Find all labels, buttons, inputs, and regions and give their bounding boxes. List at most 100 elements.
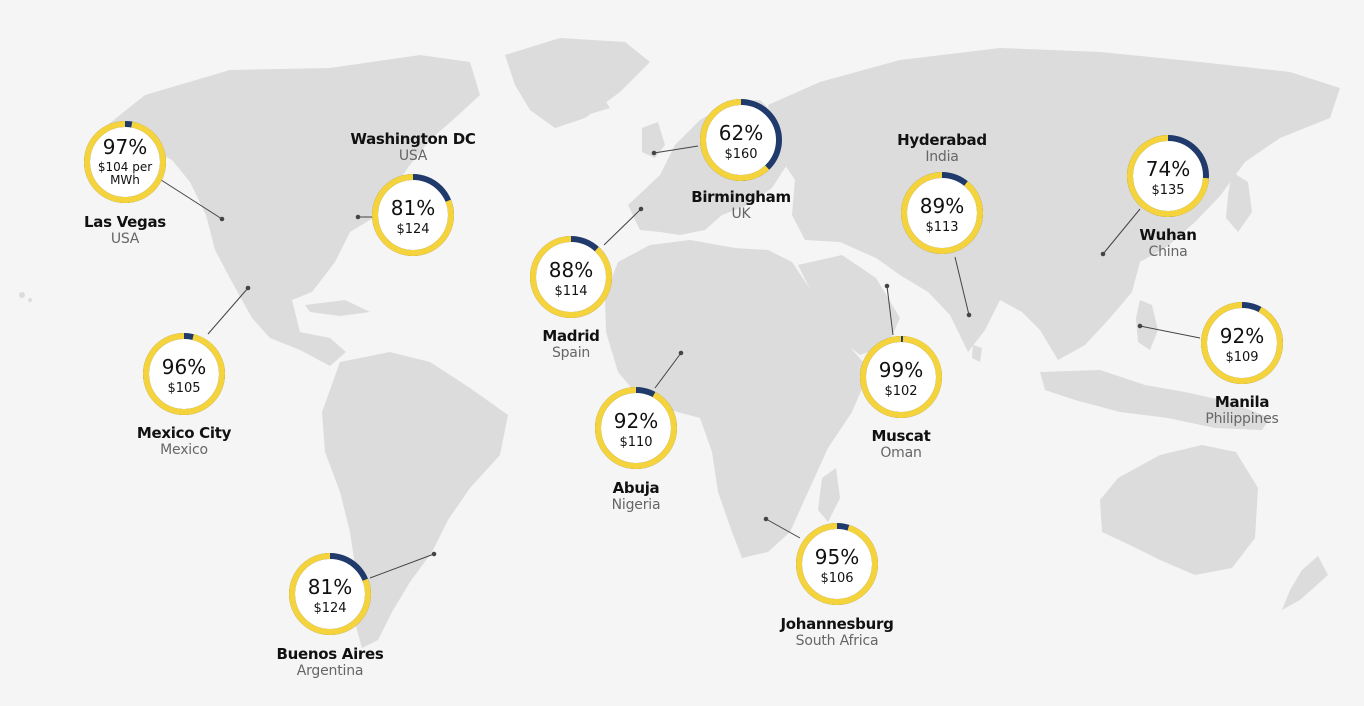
manila-donut: 92% $109: [1201, 302, 1283, 384]
johannesburg-location-dot: [763, 516, 769, 522]
mexico-city-ring-share: [143, 333, 225, 415]
mexico-city-percent: 96%: [162, 355, 206, 379]
mexico-city-donut: 96% $105: [143, 333, 225, 415]
abuja-location-dot: [678, 350, 684, 356]
muscat-label: Muscat Oman: [811, 427, 991, 462]
johannesburg-donut: 95% $106: [796, 523, 878, 605]
manila-ring-share: [1201, 302, 1283, 384]
las-vegas-country-name: USA: [110, 231, 140, 247]
madagascar-landmass: [818, 468, 840, 522]
abuja-label: Abuja Nigeria: [546, 479, 726, 514]
washington-dc-price: $124: [396, 222, 429, 237]
washington-dc-ring-share: [372, 174, 454, 256]
abuja-ring-share: [595, 387, 677, 469]
muscat-city-name: Muscat: [871, 427, 931, 445]
hyderabad-label: Hyderabad India: [852, 131, 1032, 166]
madrid-percent: 88%: [549, 258, 593, 282]
wuhan-price: $135: [1151, 183, 1184, 198]
washington-dc-donut: 81% $124: [372, 174, 454, 256]
mexico-city-city-name: Mexico City: [136, 424, 232, 442]
madrid-city-name: Madrid: [542, 327, 600, 345]
birmingham-location-dot: [651, 150, 657, 156]
indonesia-landmass: [1040, 370, 1270, 430]
abuja-donut: 92% $110: [595, 387, 677, 469]
washington-dc-location-dot: [355, 214, 361, 220]
buenos-aires-donut: 81% $124: [289, 553, 371, 635]
birmingham-price: $160: [724, 147, 757, 162]
birmingham-ring-share: [700, 99, 782, 181]
birmingham-donut: 62% $160: [700, 99, 782, 181]
birmingham-percent: 62%: [719, 121, 763, 145]
las-vegas-percent: 97%: [103, 135, 147, 159]
wuhan-donut: 74% $135: [1127, 135, 1209, 217]
north-america-landmass: [85, 55, 480, 366]
city-rings: 97%$104 per MWh 81% $124 96% $105 81% $124 62% $1…: [84, 99, 1283, 635]
abuja-city-name: Abuja: [612, 479, 660, 497]
mexico-city-country-name: Mexico: [160, 442, 208, 458]
abuja-country-name: Nigeria: [611, 497, 661, 513]
washington-dc-city-name: Washington DC: [350, 130, 476, 148]
buenos-aires-label: Buenos Aires Argentina: [240, 645, 420, 680]
wuhan-city-name: Wuhan: [1139, 226, 1197, 244]
wuhan-country-name: China: [1148, 244, 1188, 260]
wuhan-label: Wuhan China: [1078, 226, 1258, 261]
johannesburg-price: $106: [820, 571, 853, 586]
buenos-aires-connector-line: [369, 553, 435, 579]
manila-city-name: Manila: [1214, 393, 1270, 411]
mexico-city-connector-line: [207, 287, 249, 335]
madrid-label: Madrid Spain: [481, 327, 661, 362]
hyderabad-donut: 89% $113: [901, 172, 983, 254]
madrid-connector-line: [603, 208, 642, 246]
wuhan-location-dot: [1100, 251, 1106, 257]
buenos-aires-percent: 81%: [308, 575, 352, 599]
madrid-country-name: Spain: [551, 345, 591, 361]
hyderabad-price: $113: [925, 220, 958, 235]
manila-location-dot: [1137, 323, 1143, 329]
buenos-aires-price: $124: [313, 601, 346, 616]
birmingham-city-name: Birmingham: [691, 188, 791, 206]
las-vegas-donut: 97%$104 per MWh: [84, 121, 166, 203]
hyderabad-percent: 89%: [920, 194, 964, 218]
greenland-landmass: [505, 38, 650, 128]
muscat-percent: 99%: [879, 358, 923, 382]
muscat-ring-share: [860, 336, 942, 418]
hyderabad-country-name: India: [925, 149, 959, 165]
las-vegas-connector-line: [157, 177, 223, 220]
sri-lanka-landmass: [972, 345, 982, 362]
birmingham-connector-line: [653, 145, 699, 154]
johannesburg-country-name: South Africa: [795, 633, 879, 649]
arabia-landmass: [798, 255, 900, 355]
las-vegas-price: $104 per MWh: [98, 160, 152, 187]
hawaii-landmass: [19, 292, 25, 298]
madrid-ring-share: [530, 236, 612, 318]
birmingham-label: Birmingham UK: [651, 188, 831, 223]
hawaii-landmass: [28, 298, 32, 302]
washington-dc-percent: 81%: [391, 196, 435, 220]
washington-dc-label: Washington DC USA: [323, 130, 503, 165]
new-zealand-landmass: [1282, 556, 1328, 610]
japan-landmass: [1226, 172, 1252, 232]
birmingham-country-name: UK: [731, 206, 751, 222]
africa-landmass: [605, 240, 870, 558]
mexico-city-location-dot: [245, 285, 251, 291]
iceland-landmass: [575, 96, 610, 114]
abuja-percent: 92%: [614, 409, 658, 433]
madrid-location-dot: [638, 206, 644, 212]
wuhan-percent: 74%: [1146, 157, 1190, 181]
las-vegas-ring-share: [84, 121, 166, 203]
las-vegas-label: Las Vegas USA: [35, 213, 215, 248]
manila-connector-line: [1139, 325, 1201, 339]
muscat-connector-line: [886, 285, 894, 336]
connector-lines: [157, 145, 1201, 579]
buenos-aires-ring-share: [289, 553, 371, 635]
hyderabad-city-name: Hyderabad: [897, 131, 987, 149]
uk-landmass: [642, 122, 665, 158]
hyderabad-location-dot: [966, 312, 972, 318]
manila-label: Manila Philippines: [1152, 393, 1332, 428]
asia-landmass: [768, 48, 1340, 360]
mexico-city-label: Mexico City Mexico: [94, 424, 274, 459]
manila-price: $109: [1225, 350, 1258, 365]
manila-percent: 92%: [1220, 324, 1264, 348]
